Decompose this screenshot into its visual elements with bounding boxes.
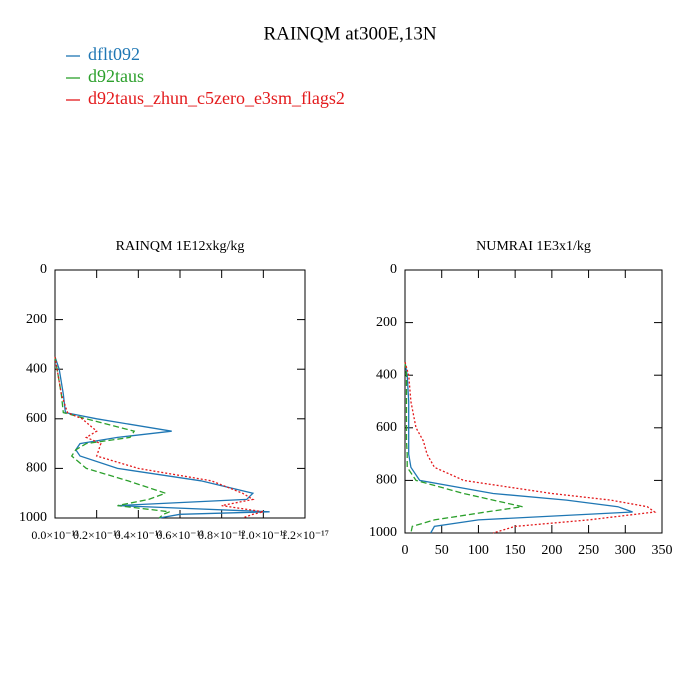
legend-label: d92taus — [88, 66, 144, 86]
x-tick-label: 0.4×10⁻¹² — [115, 528, 163, 542]
y-tick-label: 0 — [390, 262, 397, 277]
legend-label: d92taus_zhun_c5zero_e3sm_flags2 — [88, 88, 345, 108]
x-tick-label: 100 — [468, 543, 489, 558]
x-tick-label: 1.2×10⁻¹⁷ — [281, 528, 329, 542]
plot-frame — [404, 269, 663, 534]
x-tick-label: 300 — [615, 543, 636, 558]
x-tick-label: 1.0×10⁻¹² — [240, 528, 288, 542]
y-tick-label: 0 — [40, 262, 47, 277]
chart-title: NUMRAI 1E3x1/kg — [476, 239, 591, 254]
x-tick-label: 0 — [402, 543, 409, 558]
x-tick-label: 150 — [505, 543, 526, 558]
y-tick-label: 600 — [26, 411, 47, 426]
y-tick-label: 200 — [26, 312, 47, 327]
x-tick-label: 200 — [541, 543, 562, 558]
x-tick-label: 0.6×10⁻¹² — [156, 528, 204, 542]
data-line — [404, 361, 657, 534]
x-tick-label: 0.2×10⁻¹² — [73, 528, 121, 542]
page-title: RAINQM at300E,13N — [263, 23, 436, 44]
y-tick-label: 200 — [376, 315, 397, 330]
y-tick-label: 400 — [26, 361, 47, 376]
data-line — [404, 361, 633, 534]
x-tick-label: 250 — [578, 543, 599, 558]
y-tick-label: 1000 — [369, 525, 397, 540]
y-tick-label: 400 — [376, 367, 397, 382]
y-tick-label: 1000 — [19, 510, 47, 525]
plot-frame — [54, 269, 306, 519]
data-line — [54, 356, 264, 519]
y-tick-label: 800 — [26, 461, 47, 476]
x-tick-label: 350 — [652, 543, 673, 558]
legend-label: dflt092 — [88, 44, 140, 64]
x-tick-label: 50 — [435, 543, 449, 558]
x-tick-label: 0.8×10⁻¹² — [198, 528, 246, 542]
x-tick-label: 0.0×10⁻¹² — [31, 528, 79, 542]
data-line — [404, 362, 523, 534]
data-line — [54, 356, 170, 519]
y-tick-label: 600 — [376, 420, 397, 435]
data-line — [54, 356, 270, 519]
chart-title: RAINQM 1E12xkg/kg — [116, 239, 245, 254]
y-tick-label: 800 — [376, 473, 397, 488]
